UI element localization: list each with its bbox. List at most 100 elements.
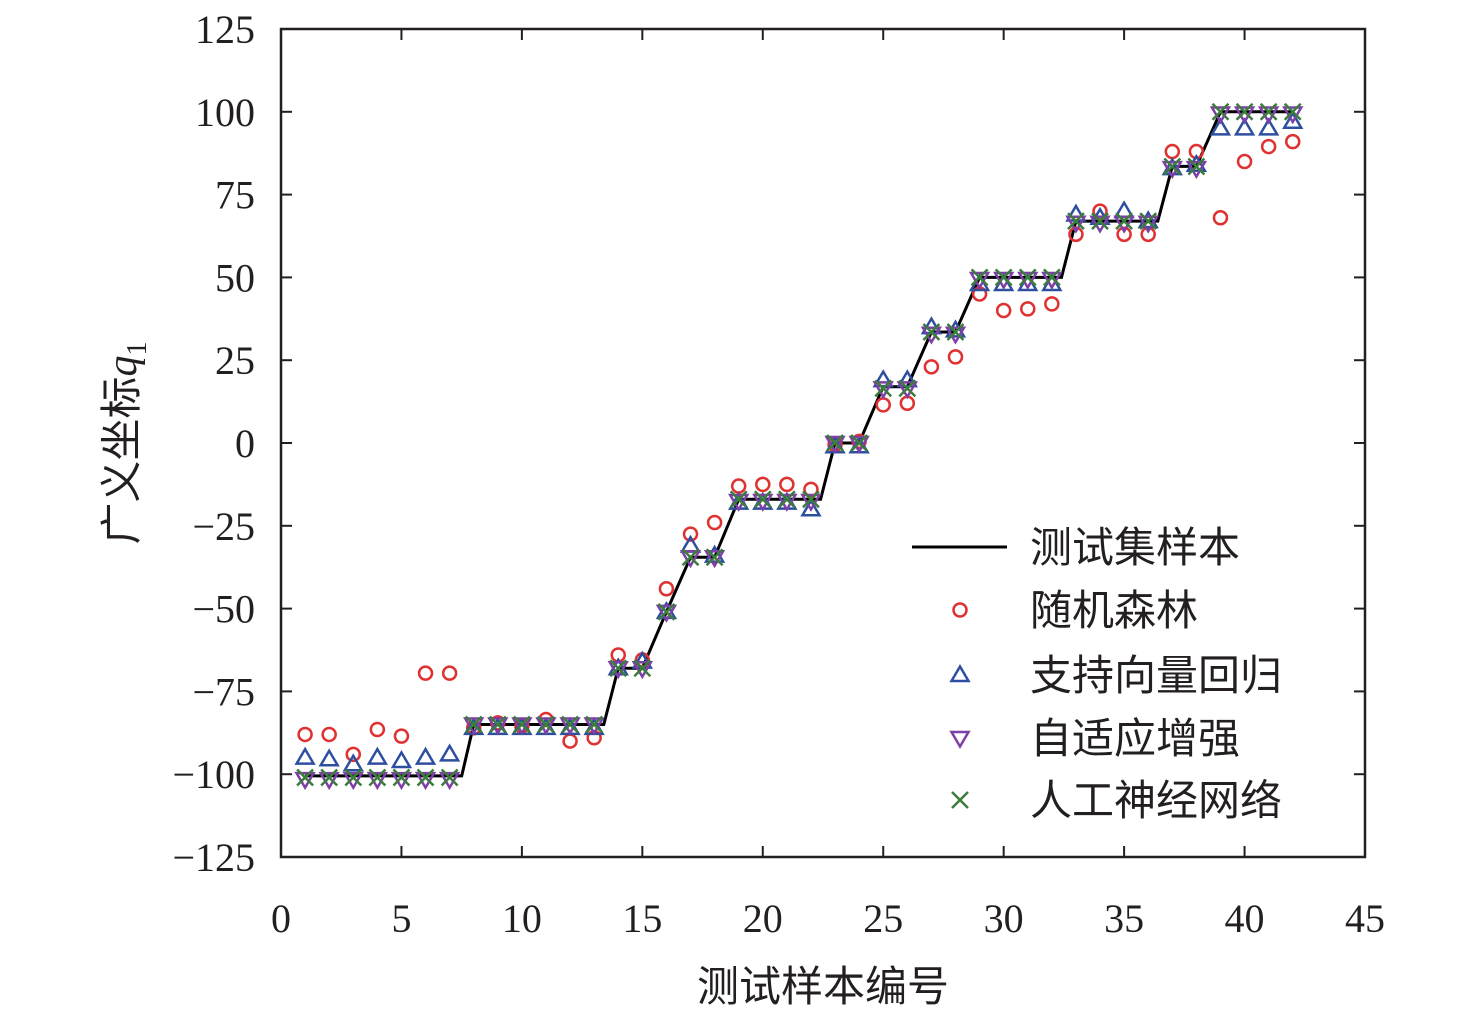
data-point <box>296 768 314 787</box>
data-point <box>1065 203 1087 222</box>
data-point <box>441 665 458 681</box>
data-point <box>1260 138 1277 155</box>
data-point <box>896 369 918 388</box>
data-point <box>1236 153 1253 170</box>
data-point <box>440 768 459 787</box>
data-point <box>1137 210 1159 229</box>
data-point <box>679 534 702 553</box>
data-point <box>1233 106 1256 125</box>
data-point <box>946 323 965 341</box>
data-point <box>681 548 700 567</box>
x-tick-label: 15 <box>622 896 662 941</box>
data-point <box>872 369 894 388</box>
data-point <box>1042 268 1061 287</box>
data-point <box>294 746 316 765</box>
y-tick-label: −100 <box>172 752 255 797</box>
data-point <box>1020 301 1036 317</box>
data-point <box>1233 117 1256 136</box>
y-tick-label: 50 <box>215 255 255 300</box>
y-axis-title-subscript: 1 <box>122 341 153 355</box>
data-point <box>1115 212 1133 230</box>
data-point <box>631 660 654 680</box>
data-point <box>366 746 389 765</box>
data-point <box>898 379 917 398</box>
x-axis-title: 测试样本编号 <box>697 962 949 1011</box>
data-point <box>463 717 485 736</box>
data-point <box>1282 110 1304 129</box>
x-tick-label: 25 <box>863 896 903 941</box>
data-point <box>1018 268 1037 287</box>
data-point <box>1163 157 1182 176</box>
x-tick-label: 0 <box>271 896 291 941</box>
data-point <box>320 768 339 787</box>
data-point <box>583 717 605 736</box>
x-tick-label: 35 <box>1104 896 1144 941</box>
data-point <box>994 268 1013 287</box>
data-point <box>609 659 628 678</box>
data-point <box>779 476 795 493</box>
data-point <box>342 753 364 772</box>
data-point <box>537 715 555 734</box>
data-point <box>679 550 702 569</box>
y-tick-label: 75 <box>215 173 255 218</box>
data-point <box>1067 212 1085 230</box>
data-point <box>1044 296 1060 312</box>
data-point <box>682 526 699 542</box>
data-point <box>995 302 1012 319</box>
data-point <box>848 435 870 454</box>
data-point <box>826 434 844 452</box>
data-point <box>658 580 675 597</box>
y-tick-label: 0 <box>235 421 255 466</box>
data-point <box>922 323 941 341</box>
data-point <box>1187 157 1206 176</box>
data-point <box>777 490 796 509</box>
data-point <box>1235 102 1254 121</box>
data-point <box>369 721 386 738</box>
data-point <box>488 715 507 734</box>
x-tick-label: 10 <box>502 896 542 941</box>
data-point <box>607 657 629 676</box>
data-point <box>417 665 434 681</box>
data-point <box>1116 226 1132 243</box>
data-point <box>872 381 894 400</box>
data-point <box>368 768 387 787</box>
data-point <box>923 359 940 375</box>
data-point <box>802 490 820 509</box>
data-point <box>487 717 509 736</box>
data-point <box>655 600 678 620</box>
data-point <box>464 715 483 734</box>
data-point <box>561 715 579 734</box>
data-point <box>1259 102 1278 121</box>
data-point <box>753 490 772 509</box>
data-point <box>562 733 578 749</box>
data-point <box>896 381 918 400</box>
data-point <box>729 490 748 509</box>
data-point <box>297 726 313 743</box>
data-point <box>511 717 533 736</box>
data-point <box>416 768 435 787</box>
data-point <box>345 746 362 763</box>
data-point <box>970 268 989 287</box>
data-point <box>1211 102 1230 121</box>
data-point <box>1113 215 1135 234</box>
data-point <box>344 768 363 787</box>
data-point <box>607 660 629 680</box>
y-axis-title-variable: q <box>100 355 146 376</box>
y-tick-label: −75 <box>192 669 255 714</box>
data-point <box>800 498 822 517</box>
data-point <box>824 435 846 454</box>
legend-label: 自适应增强 <box>1030 714 1240 763</box>
x-tick-label: 30 <box>984 896 1024 941</box>
data-point <box>390 749 413 769</box>
data-point <box>655 604 678 623</box>
data-point <box>393 728 410 744</box>
data-point <box>1091 212 1109 230</box>
data-point <box>1212 210 1229 226</box>
x-tick-label: 45 <box>1345 896 1385 941</box>
y-axis-title-main: 广义坐标 <box>97 376 146 544</box>
data-point <box>730 478 747 494</box>
data-point <box>1257 117 1280 136</box>
x-tick-label: 40 <box>1225 896 1265 941</box>
data-point <box>513 715 531 734</box>
legend-label: 随机森林 <box>1030 586 1198 635</box>
